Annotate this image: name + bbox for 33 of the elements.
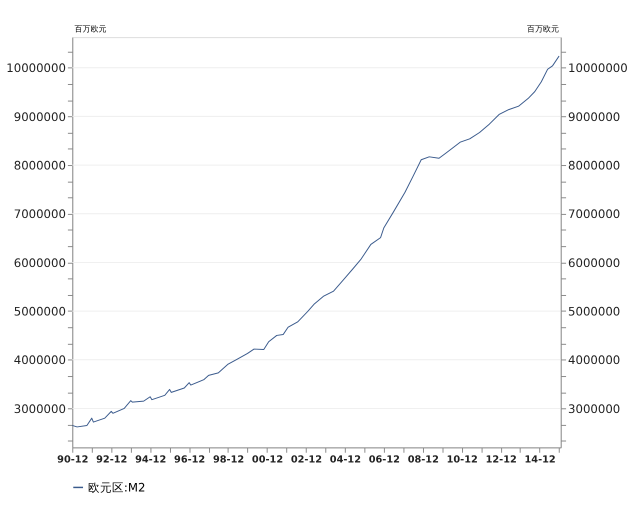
y-tick-label: 10000000 <box>6 61 66 76</box>
y2-tick-label: 9000000 <box>568 110 620 124</box>
y-tick-label: 5000000 <box>14 304 66 318</box>
x-tick-label: 04-12 <box>330 454 361 466</box>
x-tick-label: 96-12 <box>174 454 206 466</box>
y2-tick-label: 7000000 <box>568 207 620 222</box>
y-tick-label: 6000000 <box>14 256 66 270</box>
y2-tick-label: 3000000 <box>568 402 620 416</box>
x-tick-label: 02-12 <box>290 454 322 466</box>
y2-tick-label: 4000000 <box>568 353 620 368</box>
y-tick-label: 7000000 <box>14 207 66 222</box>
x-tick-label: 06-12 <box>368 454 400 466</box>
x-tick-label: 94-12 <box>135 454 166 466</box>
y-axis-title: 百万欧元 <box>74 24 107 34</box>
y-tick-label: 4000000 <box>14 353 66 368</box>
x-tick-label: 92-12 <box>96 454 128 466</box>
x-tick-label: 00-12 <box>252 454 284 466</box>
legend-label: 欧元区:M2 <box>88 480 146 494</box>
y-tick-label: 9000000 <box>14 110 66 124</box>
x-tick-label: 12-12 <box>486 454 517 466</box>
y2-tick-label: 10000000 <box>568 61 628 76</box>
x-tick-label: 90-12 <box>57 454 88 466</box>
y-tick-label: 3000000 <box>14 402 66 416</box>
y2-tick-label: 5000000 <box>568 304 620 318</box>
y2-tick-label: 8000000 <box>568 158 620 172</box>
y-tick-label: 8000000 <box>14 158 66 172</box>
x-tick-label: 14-12 <box>524 454 556 466</box>
x-tick-label: 98-12 <box>212 454 244 466</box>
y2-tick-label: 6000000 <box>568 256 620 270</box>
y2-axis-title: 百万欧元 <box>527 24 560 34</box>
x-tick-label: 08-12 <box>408 454 439 466</box>
line-series <box>72 56 560 428</box>
x-tick-label: 10-12 <box>446 454 478 466</box>
